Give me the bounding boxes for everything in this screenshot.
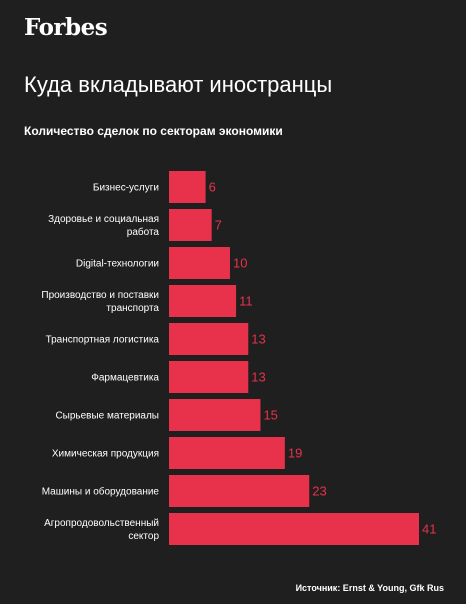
bar-7 [169,437,285,469]
category-label-0: Бизнес-услуги [93,183,159,194]
bar-6 [169,399,261,431]
bar-3 [169,285,237,317]
category-label-2: Digital-технологии [76,259,159,270]
bar-5 [169,361,249,393]
bar-9 [169,513,419,545]
value-label-3: 11 [239,294,253,309]
bar-0 [169,171,206,203]
value-label-4: 13 [251,332,265,347]
value-label-7: 19 [288,446,302,461]
value-label-9: 41 [422,522,436,537]
value-label-6: 15 [263,408,277,423]
value-label-2: 10 [233,256,247,271]
category-label-8: Машины и оборудование [42,486,160,498]
bar-2 [169,247,230,279]
category-label-4: Транспортная логистика [46,335,160,346]
value-label-0: 6 [209,180,216,195]
chart-subtitle: Количество сделок по секторам экономики [24,124,283,138]
chart-title: Куда вкладывают иностранцы [24,72,333,97]
category-label-9: Агропродовольственный сектор [44,518,159,542]
bar-1 [169,209,212,241]
category-label-3: Производство и поставки транспорта [41,290,159,314]
bar-8 [169,475,310,507]
category-label-6: Сырьевые материалы [55,411,159,422]
value-label-8: 23 [312,484,326,499]
value-label-1: 7 [215,218,222,233]
source-note: Источник: Ernst & Young, Gfk Rus [295,583,444,593]
category-label-5: Фармацевтика [91,373,159,384]
category-label-1: Здоровье и социальная работа [48,214,159,238]
forbes-logo: Forbes [24,14,108,41]
bar-4 [169,323,249,355]
category-label-7: Химическая продукция [52,449,159,460]
value-label-5: 13 [251,370,265,385]
